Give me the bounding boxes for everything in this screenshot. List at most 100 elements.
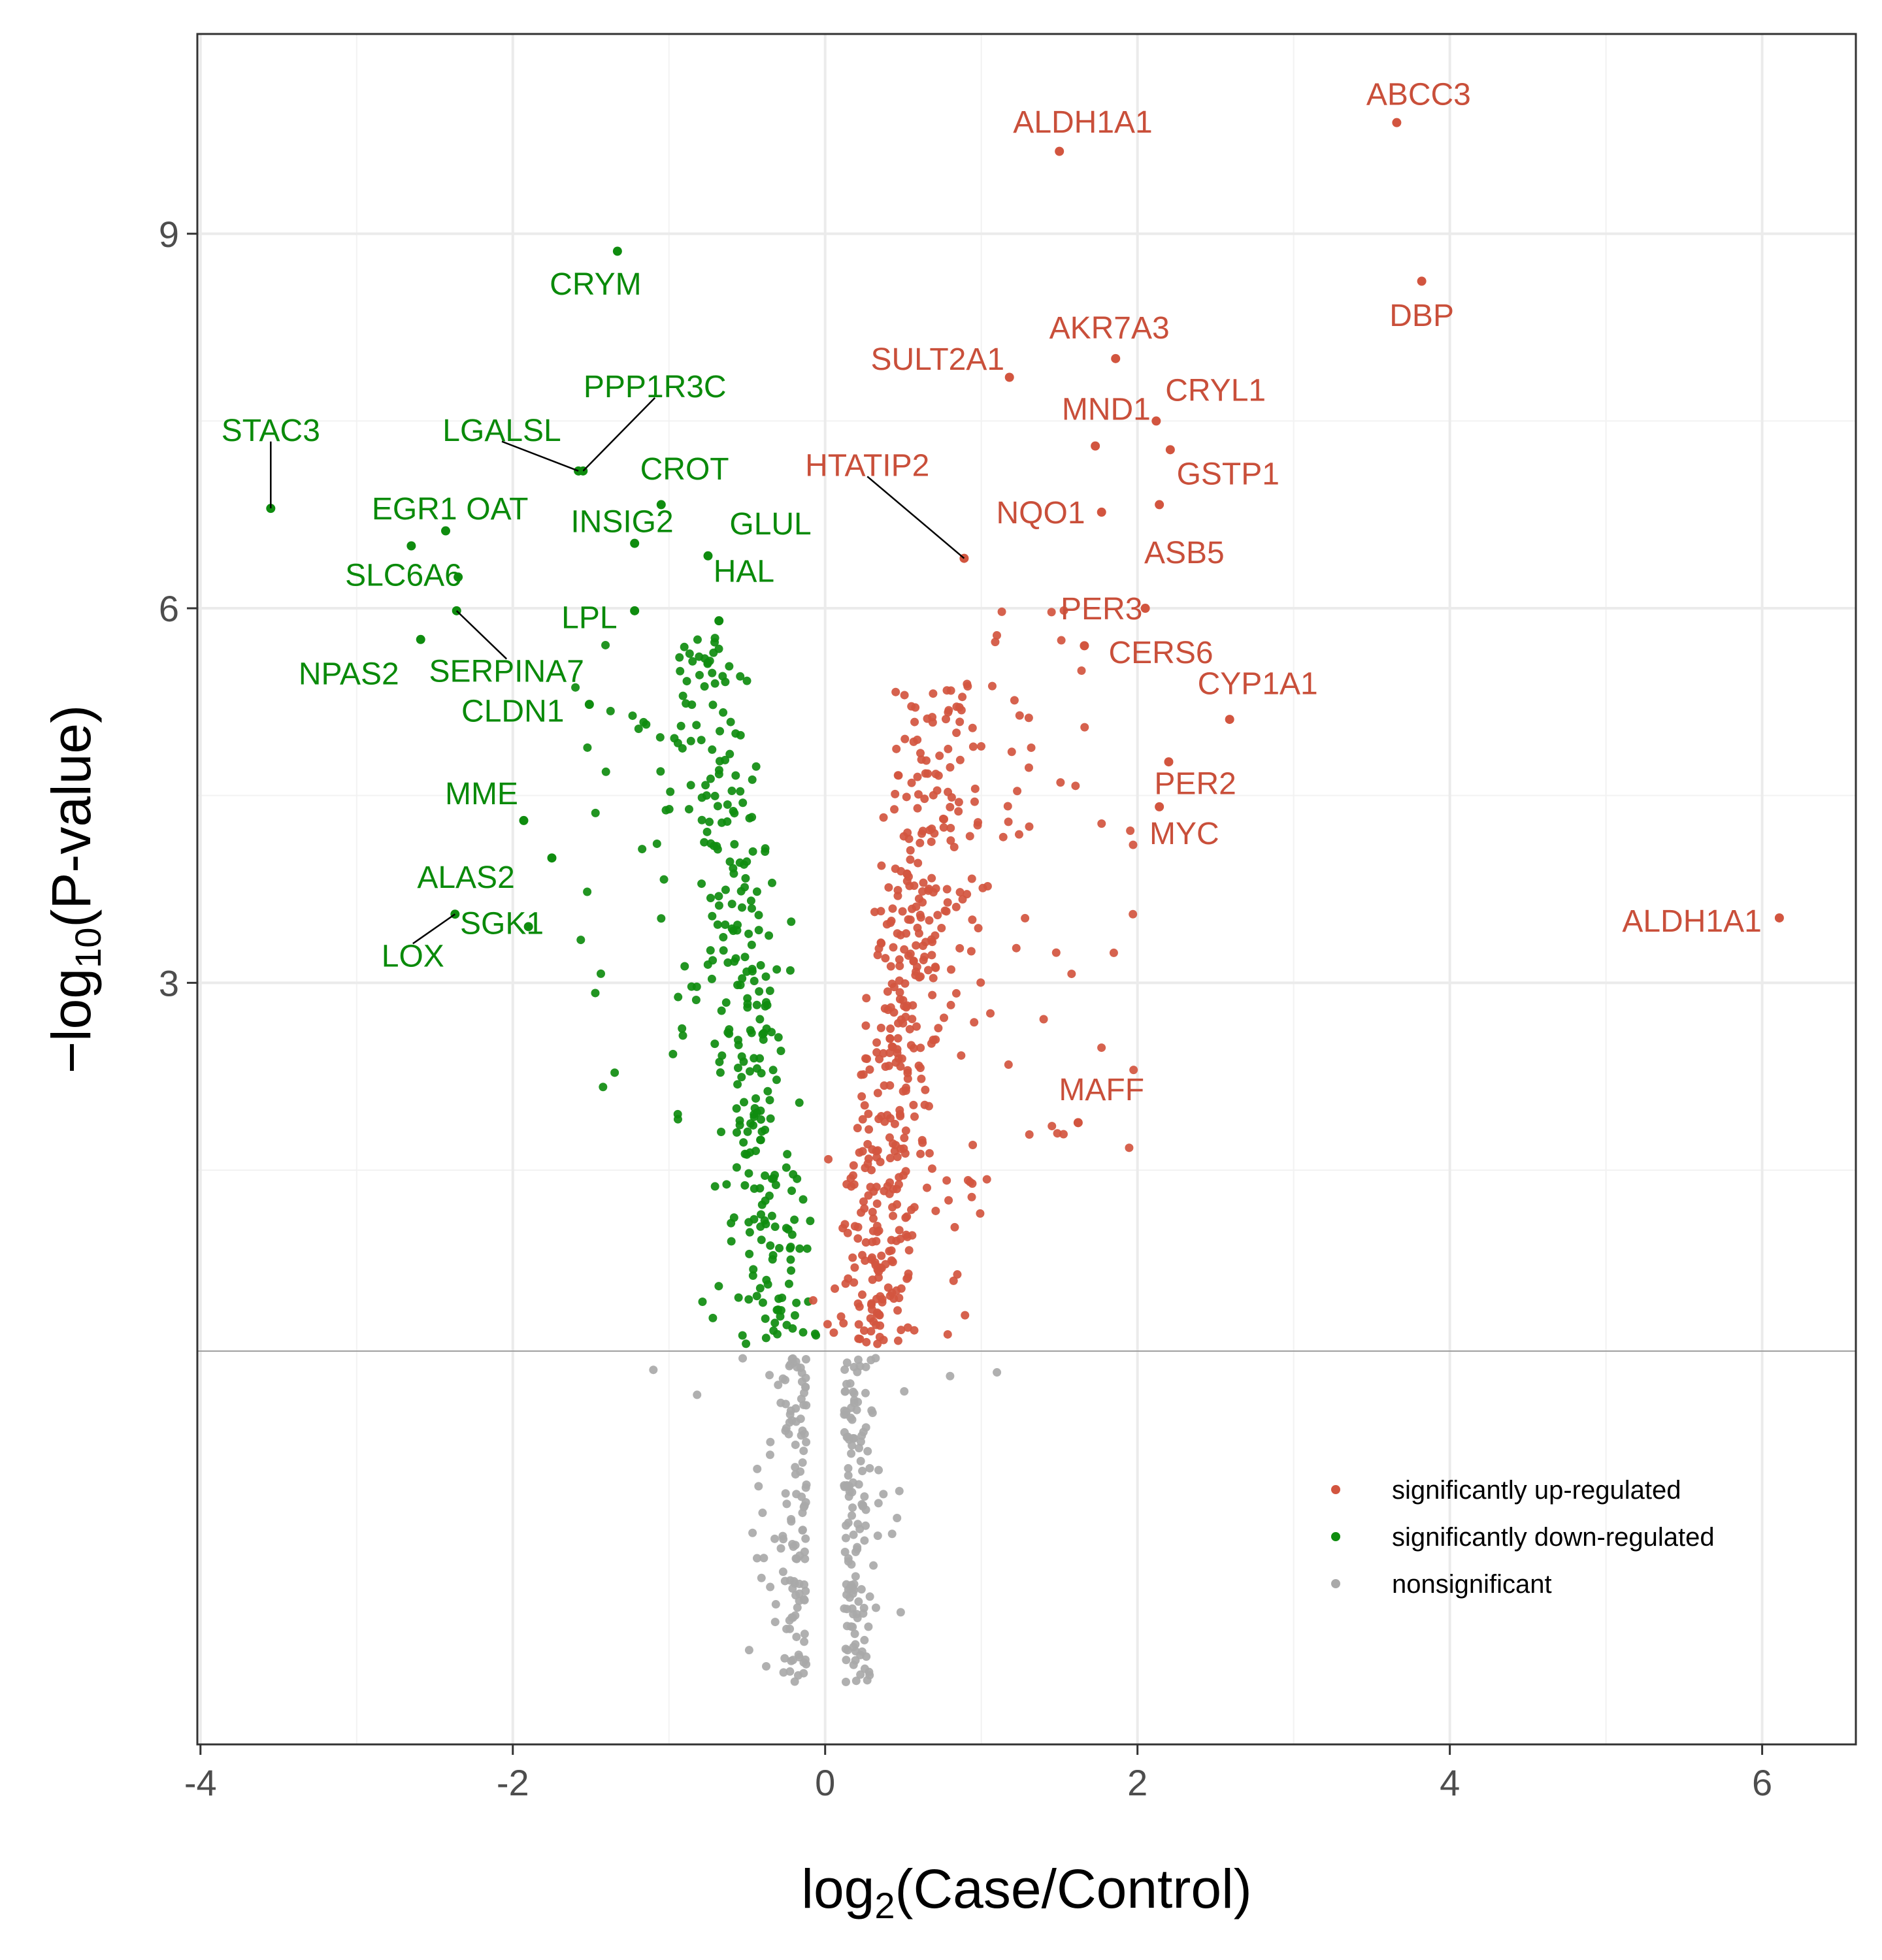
up-point bbox=[928, 990, 937, 1000]
legend-label-up: significantly up-regulated bbox=[1392, 1476, 1681, 1505]
up-point bbox=[886, 962, 895, 971]
down-point bbox=[746, 896, 755, 906]
ns-point bbox=[738, 1354, 748, 1363]
down-point bbox=[723, 817, 732, 826]
ns-point bbox=[693, 1390, 702, 1399]
ns-point bbox=[869, 1561, 878, 1570]
down-point bbox=[756, 1135, 765, 1145]
up-point bbox=[867, 1299, 876, 1308]
ns-point bbox=[792, 1632, 801, 1641]
up-point bbox=[961, 1311, 970, 1320]
gene-label: ABCC3 bbox=[1366, 78, 1471, 112]
down-point bbox=[719, 708, 728, 717]
down-point bbox=[652, 839, 661, 848]
gene-point bbox=[714, 616, 724, 626]
down-point bbox=[695, 670, 704, 679]
down-point bbox=[657, 914, 666, 923]
up-point bbox=[914, 929, 923, 938]
gene-label: SGK1 bbox=[460, 907, 544, 941]
ns-point bbox=[787, 1517, 796, 1526]
ns-point bbox=[790, 1677, 799, 1686]
ns-point bbox=[842, 1358, 851, 1367]
x-tick-label: 0 bbox=[815, 1762, 835, 1803]
down-point bbox=[739, 1138, 748, 1147]
up-point bbox=[853, 1124, 862, 1133]
ns-point bbox=[844, 1463, 853, 1473]
up-point bbox=[876, 907, 885, 916]
up-point bbox=[927, 1164, 936, 1173]
down-point bbox=[755, 1184, 765, 1193]
up-point bbox=[858, 1147, 867, 1156]
up-point bbox=[927, 837, 936, 846]
down-point bbox=[742, 857, 751, 866]
ns-point bbox=[856, 1456, 865, 1465]
down-point bbox=[746, 1067, 755, 1076]
ns-point bbox=[848, 1415, 857, 1424]
ns-point bbox=[858, 1467, 867, 1476]
ns-point bbox=[793, 1671, 802, 1680]
down-point bbox=[729, 1213, 738, 1222]
ns-point bbox=[776, 1398, 785, 1407]
up-point bbox=[905, 881, 914, 890]
ns-point bbox=[791, 1554, 801, 1563]
ns-point bbox=[797, 1492, 806, 1501]
up-point bbox=[898, 907, 907, 916]
up-point bbox=[916, 749, 925, 758]
ns-point bbox=[867, 1356, 876, 1365]
down-point bbox=[755, 987, 764, 996]
down-point bbox=[655, 733, 665, 742]
down-point bbox=[774, 1033, 783, 1042]
down-point bbox=[789, 1169, 798, 1179]
ns-point bbox=[786, 1406, 795, 1415]
down-point bbox=[738, 903, 747, 912]
down-point bbox=[812, 1331, 821, 1340]
down-point bbox=[785, 966, 795, 975]
down-point bbox=[708, 745, 717, 754]
down-point bbox=[784, 1225, 793, 1234]
up-point bbox=[949, 1276, 958, 1285]
up-point bbox=[916, 1149, 925, 1158]
down-point bbox=[722, 1180, 731, 1189]
down-point bbox=[713, 802, 722, 811]
down-point bbox=[751, 762, 761, 771]
ns-point bbox=[862, 1652, 871, 1661]
down-point bbox=[576, 936, 586, 945]
up-point bbox=[895, 955, 904, 964]
ns-point bbox=[800, 1595, 809, 1605]
up-point bbox=[946, 836, 955, 845]
ns-point bbox=[859, 1501, 868, 1510]
down-point bbox=[706, 894, 715, 903]
up-point bbox=[940, 1013, 949, 1022]
gene-label: ALAS2 bbox=[417, 860, 514, 895]
down-point bbox=[749, 1265, 758, 1274]
up-point bbox=[864, 1154, 873, 1164]
ns-point bbox=[865, 1463, 874, 1473]
down-point bbox=[708, 668, 717, 678]
down-point bbox=[721, 920, 730, 929]
down-point bbox=[757, 1069, 766, 1078]
down-point bbox=[571, 683, 580, 692]
y-tick-label: 6 bbox=[159, 588, 179, 629]
down-point bbox=[674, 992, 683, 1002]
up-point bbox=[970, 797, 979, 806]
up-point bbox=[897, 1284, 906, 1293]
ns-point bbox=[860, 1664, 869, 1673]
gene-label: LGALSL bbox=[442, 414, 561, 448]
down-point bbox=[761, 1314, 770, 1323]
up-point bbox=[866, 1183, 875, 1192]
down-point bbox=[782, 1163, 791, 1172]
label-leader-line bbox=[501, 440, 579, 472]
up-point bbox=[907, 702, 916, 711]
gene-label: ASB5 bbox=[1144, 536, 1225, 570]
down-point bbox=[723, 958, 733, 967]
up-point bbox=[850, 1180, 859, 1189]
up-point bbox=[1013, 787, 1022, 796]
up-point bbox=[900, 979, 910, 988]
down-point bbox=[686, 736, 695, 745]
down-point bbox=[748, 967, 757, 976]
up-point bbox=[920, 794, 929, 804]
down-point bbox=[713, 920, 722, 929]
gene-label: CRYL1 bbox=[1165, 374, 1266, 408]
ns-point bbox=[779, 1668, 788, 1677]
down-point bbox=[741, 874, 750, 883]
